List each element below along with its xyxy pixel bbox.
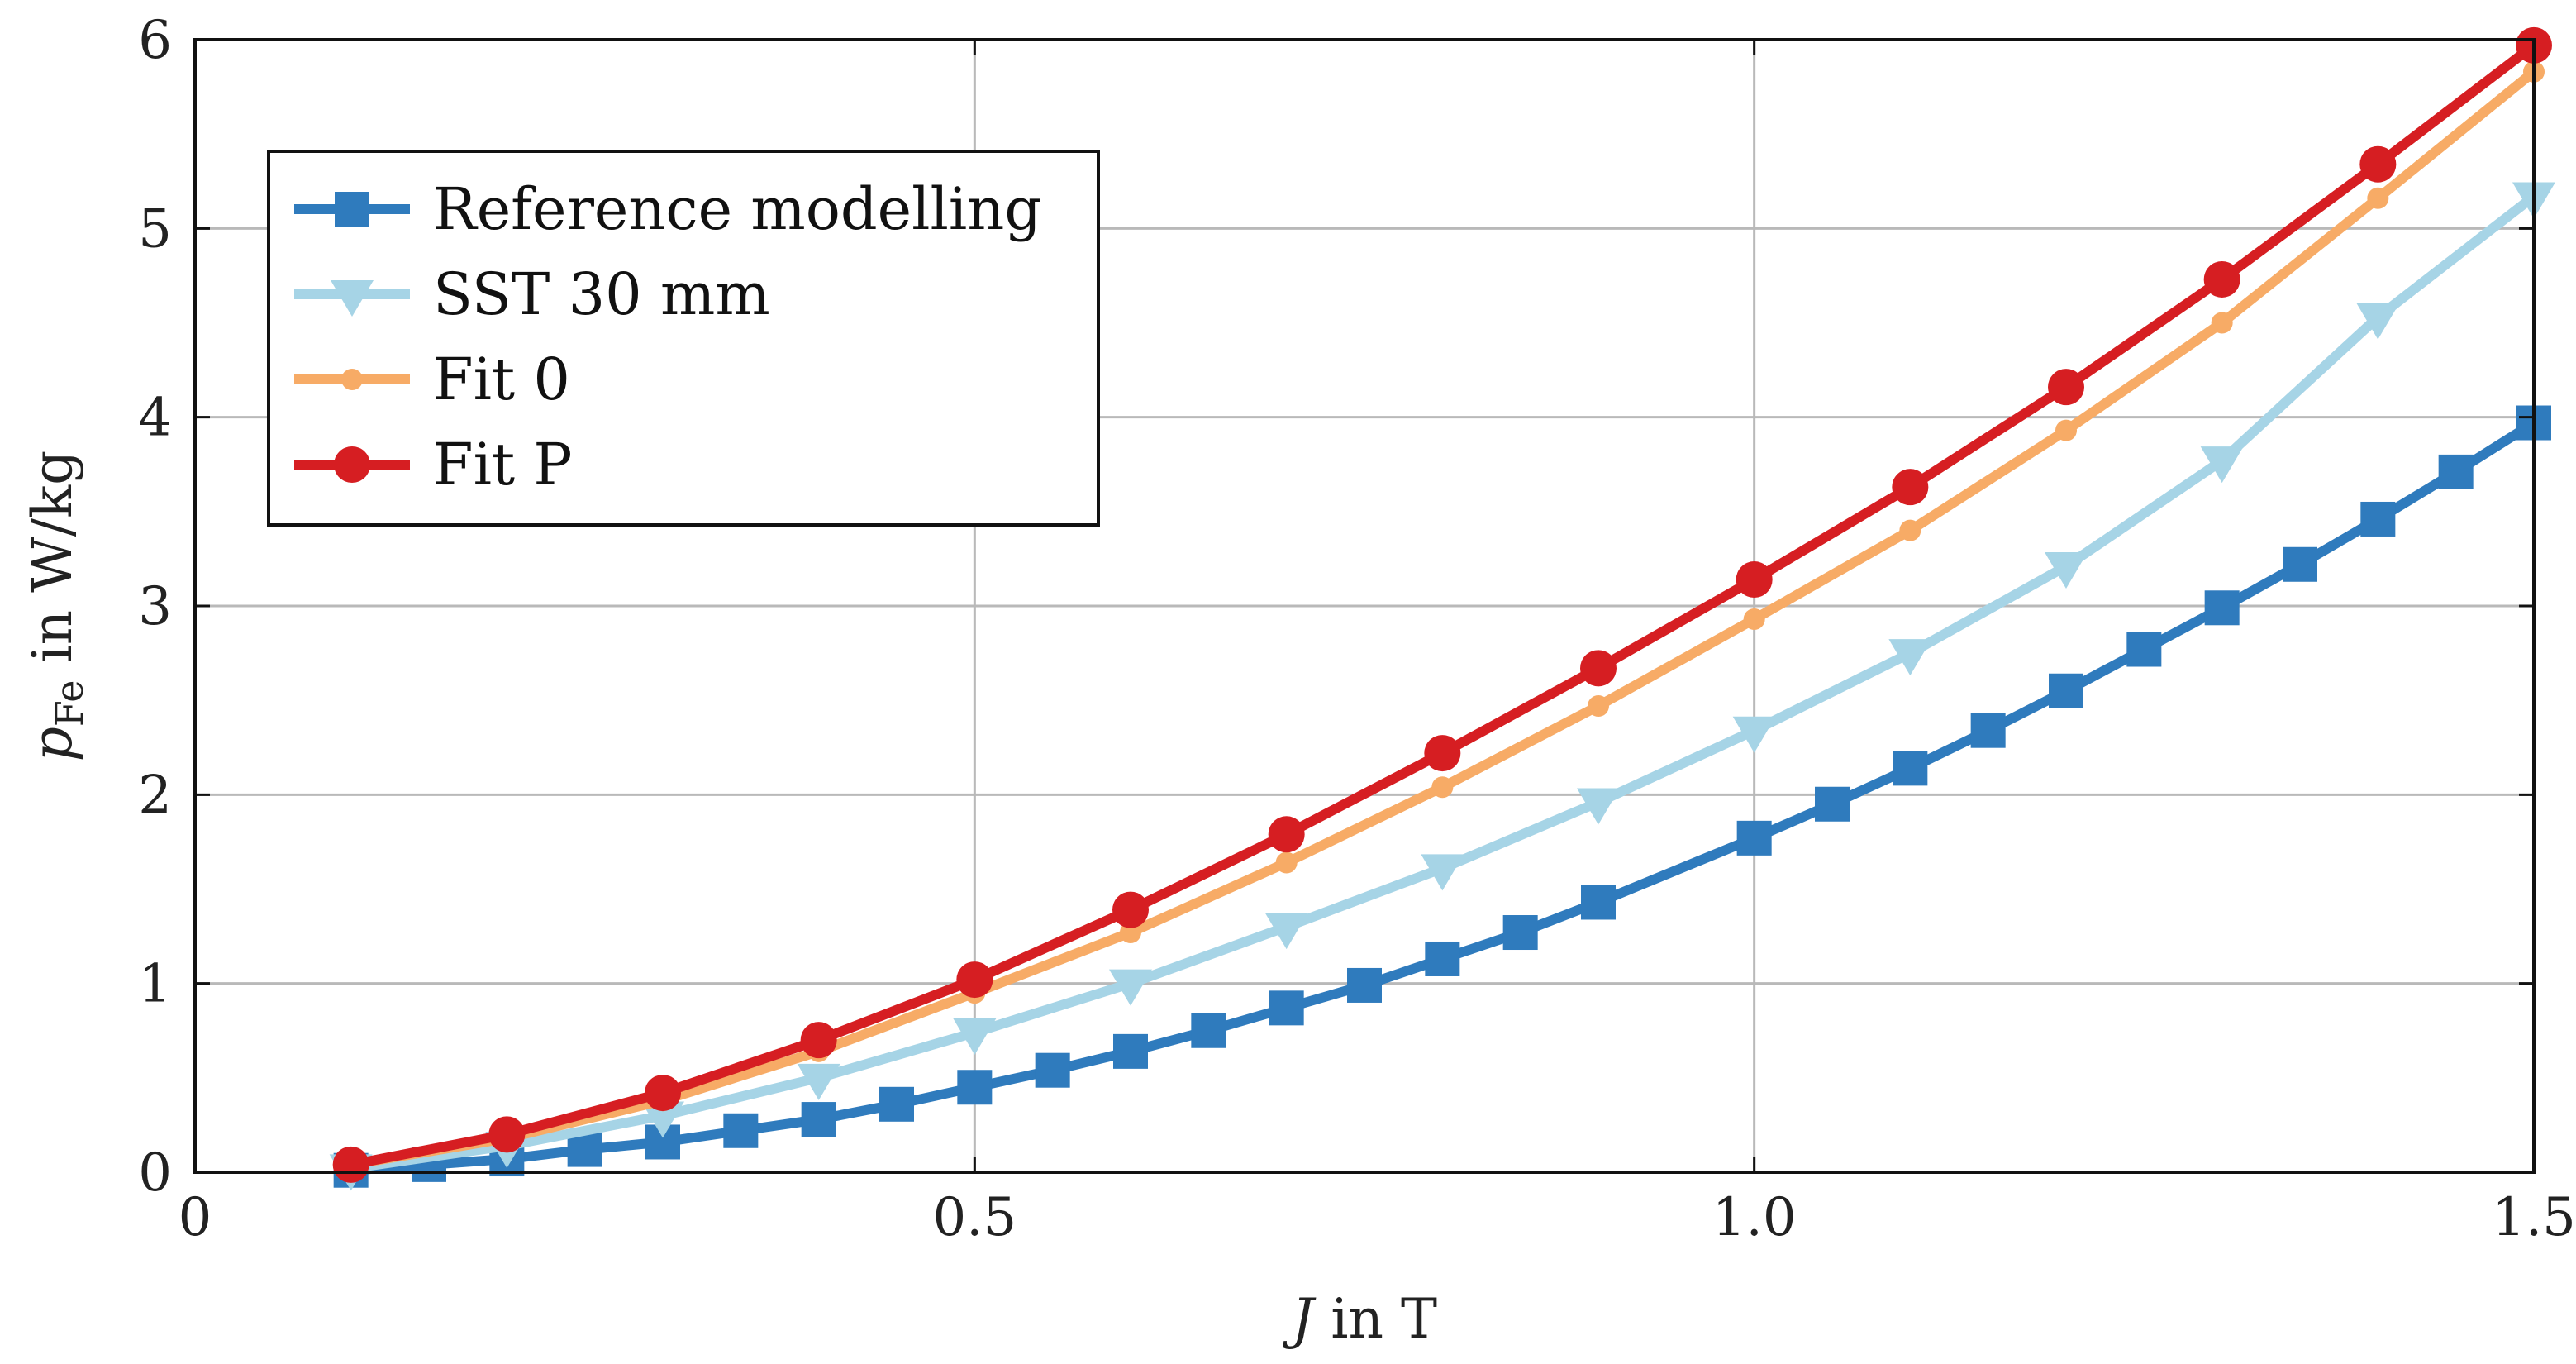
- x-tick-label: 0.5: [932, 1187, 1017, 1248]
- legend-label: Reference modelling: [433, 175, 1041, 243]
- data-point: [1736, 820, 1772, 856]
- y-tick-label: 4: [138, 388, 172, 449]
- data-point: [1732, 716, 1776, 753]
- data-point: [1264, 913, 1308, 950]
- data-point: [2356, 303, 2400, 340]
- data-point: [1112, 891, 1149, 928]
- legend-marker: [341, 369, 363, 390]
- data-point: [2055, 419, 2077, 441]
- data-point: [2049, 673, 2083, 708]
- data-point: [1736, 561, 1773, 599]
- data-point: [2204, 590, 2240, 626]
- series-line: [350, 418, 2537, 1176]
- data-point: [1893, 751, 1928, 786]
- data-point: [2211, 312, 2233, 334]
- x-tick-label: 0: [179, 1187, 212, 1248]
- data-point: [2283, 546, 2317, 582]
- data-point: [1191, 1013, 1226, 1048]
- y-tick-label: 0: [138, 1142, 172, 1204]
- y-tick-label: 3: [138, 576, 172, 637]
- data-point: [332, 1146, 369, 1183]
- legend-marker: [335, 192, 369, 227]
- y-tick-label: 2: [138, 765, 172, 826]
- y-axis-label-var: p: [21, 727, 84, 761]
- series-fit-p: [332, 26, 2552, 1183]
- data-point: [2126, 632, 2162, 667]
- legend-marker: [331, 280, 374, 317]
- data-point: [800, 1022, 837, 1059]
- data-point: [956, 961, 993, 999]
- data-point: [641, 1101, 684, 1138]
- y-axis: 0 1 2 3 4 5 6: [138, 10, 2534, 1204]
- legend-item: SST 30 mm: [294, 260, 770, 328]
- data-point: [2045, 552, 2088, 589]
- data-point: [488, 1116, 526, 1153]
- data-point: [1113, 1033, 1148, 1069]
- data-point: [1892, 469, 1929, 506]
- y-tick-label: 1: [138, 954, 172, 1015]
- legend-item: Fit P: [294, 431, 572, 498]
- data-point: [1577, 788, 1620, 825]
- legend-label: Fit 0: [433, 346, 570, 413]
- y-axis-label-sub: Fe: [47, 680, 92, 727]
- x-axis-label: J in T: [1282, 1287, 1437, 1351]
- data-point: [1275, 851, 1298, 874]
- data-point: [645, 1075, 681, 1112]
- x-axis: 0 0.5 1.0 1.5: [179, 40, 2576, 1248]
- data-point: [1815, 786, 1850, 822]
- legend-item: Reference modelling: [294, 175, 1041, 243]
- data-point: [1347, 967, 1382, 1003]
- data-point: [1580, 650, 1617, 687]
- legend-label: Fit P: [433, 431, 572, 498]
- data-point: [1431, 776, 1454, 799]
- data-point: [1743, 608, 1765, 630]
- x-tick-label: 1.0: [1712, 1187, 1797, 1248]
- data-point: [2359, 145, 2397, 183]
- legend-item: Fit 0: [294, 346, 570, 413]
- x-axis-label-rest: in T: [1313, 1287, 1437, 1351]
- x-axis-label-var: J: [1282, 1287, 1317, 1351]
- data-point: [801, 1102, 836, 1137]
- data-point: [567, 1132, 602, 1167]
- data-point: [2048, 369, 2084, 406]
- data-point: [2360, 501, 2396, 537]
- data-point: [2203, 260, 2240, 298]
- y-tick-label: 6: [138, 10, 172, 71]
- legend-label: SST 30 mm: [433, 260, 770, 328]
- data-point: [797, 1063, 840, 1100]
- data-point: [1268, 816, 1305, 853]
- data-point: [723, 1113, 759, 1148]
- data-point: [2438, 454, 2474, 489]
- legend: Reference modelling SST 30 mm Fit 0 Fit P: [267, 150, 1100, 527]
- data-point: [1899, 519, 1921, 541]
- data-point: [879, 1086, 914, 1122]
- data-point: [1035, 1052, 1070, 1088]
- data-point: [1588, 695, 1609, 718]
- y-tick-label: 5: [138, 198, 172, 260]
- data-point: [1502, 915, 1538, 951]
- x-tick-label: 1.5: [2492, 1187, 2576, 1248]
- y-axis-label: pFe in W/kg: [21, 451, 92, 762]
- data-point: [1424, 735, 1461, 772]
- data-point: [953, 1018, 997, 1056]
- data-point: [1425, 941, 1460, 976]
- data-point: [1581, 885, 1616, 920]
- data-point: [1421, 854, 1464, 891]
- data-point: [957, 1070, 993, 1105]
- series-layer: [329, 26, 2555, 1191]
- data-point: [2367, 187, 2389, 209]
- data-point: [1970, 713, 2006, 748]
- data-point: [1109, 969, 1152, 1006]
- y-axis-label-rest: in W/kg: [21, 451, 84, 680]
- legend-marker: [334, 446, 370, 483]
- data-point: [1269, 990, 1304, 1026]
- data-point: [1888, 639, 1932, 676]
- data-point: [2200, 446, 2244, 484]
